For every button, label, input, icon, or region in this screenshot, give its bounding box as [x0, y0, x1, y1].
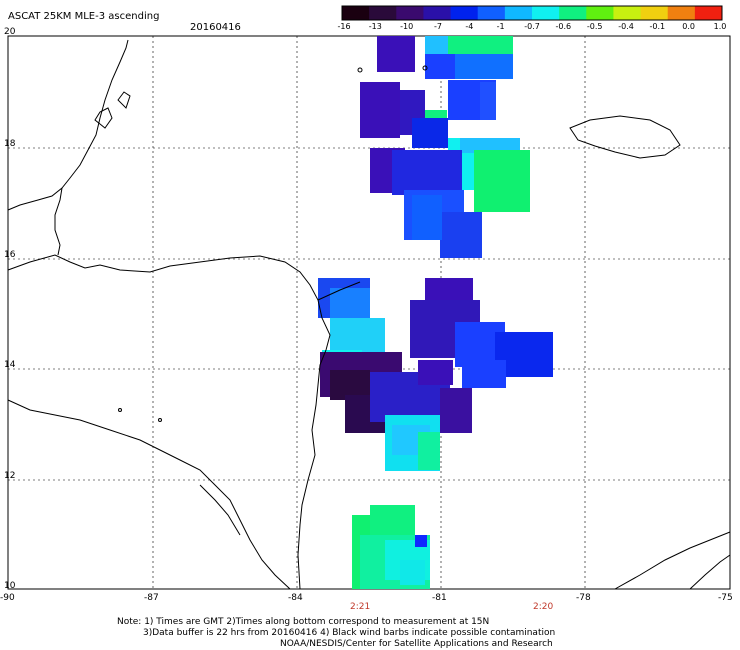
colorbar-segment — [667, 6, 696, 20]
note-line-1: Note: 1) Times are GMT 2)Times along bot… — [117, 617, 490, 627]
lon-label-90: -90 — [0, 593, 15, 603]
wind-swath — [318, 36, 553, 589]
lat-label-20: 20 — [4, 27, 16, 37]
lon-label-78: -78 — [576, 593, 591, 603]
lon-label-84: -84 — [288, 593, 303, 603]
lon-label-87: -87 — [144, 593, 159, 603]
colorbar-segment — [694, 6, 723, 20]
gridlines — [8, 36, 730, 589]
coastlines — [7, 39, 731, 590]
colorbar-tick-label: -13 — [368, 22, 382, 31]
colorbar-segment — [559, 6, 587, 20]
map-title: ASCAT 25KM MLE-3 ascending — [8, 11, 160, 22]
colorbar-segment — [586, 6, 614, 20]
colorbar-tick-label: -16 — [337, 22, 351, 31]
colorbar-segment — [504, 6, 533, 20]
colorbar-tick-label: -0.7 — [524, 22, 540, 31]
lat-label-10: 10 — [4, 581, 16, 591]
lon-label-75: -75 — [718, 593, 733, 603]
colorbar-tick-label: -0.5 — [586, 22, 603, 31]
colorbar-segment — [342, 6, 370, 20]
note-line-2: 3)Data buffer is 22 hrs from 20160416 4)… — [143, 628, 556, 638]
colorbar-border — [341, 5, 723, 21]
lat-label-14: 14 — [4, 360, 16, 370]
map-date: 20160416 — [190, 22, 241, 33]
colorbar-segment — [640, 6, 669, 20]
note-line-3: NOAA/NESDIS/Center for Satellite Applica… — [280, 639, 553, 649]
lat-label-12: 12 — [4, 471, 16, 481]
lat-label-16: 16 — [4, 250, 16, 260]
colorbar-segment — [423, 6, 452, 20]
colorbar-tick-label: -0.4 — [618, 22, 634, 31]
colorbar-segment — [613, 6, 642, 20]
colorbar-tick-label: -4 — [465, 22, 474, 31]
colorbar-tick-label: -0.1 — [649, 22, 666, 31]
lat-label-18: 18 — [4, 139, 16, 149]
colorbar-tick-label: 0.0 — [682, 22, 696, 31]
colorbar-segment — [369, 6, 397, 20]
colorbar-segment — [396, 6, 424, 20]
colorbar-tick-label: -10 — [400, 22, 414, 31]
time-label-1: 2:21 — [350, 602, 371, 612]
colorbar-tick-label: -7 — [434, 22, 442, 31]
colorbar-segment — [532, 6, 560, 20]
time-label-2: 2:20 — [533, 602, 554, 612]
colorbar-tick-label: -0.6 — [555, 22, 572, 31]
colorbar — [341, 5, 723, 21]
colorbar-segment — [477, 6, 506, 20]
colorbar-tick-label: 1.0 — [713, 22, 727, 31]
colorbar-tick-label: -1 — [496, 22, 505, 31]
lon-label-81: -81 — [432, 593, 447, 603]
colorbar-segment — [450, 6, 479, 20]
